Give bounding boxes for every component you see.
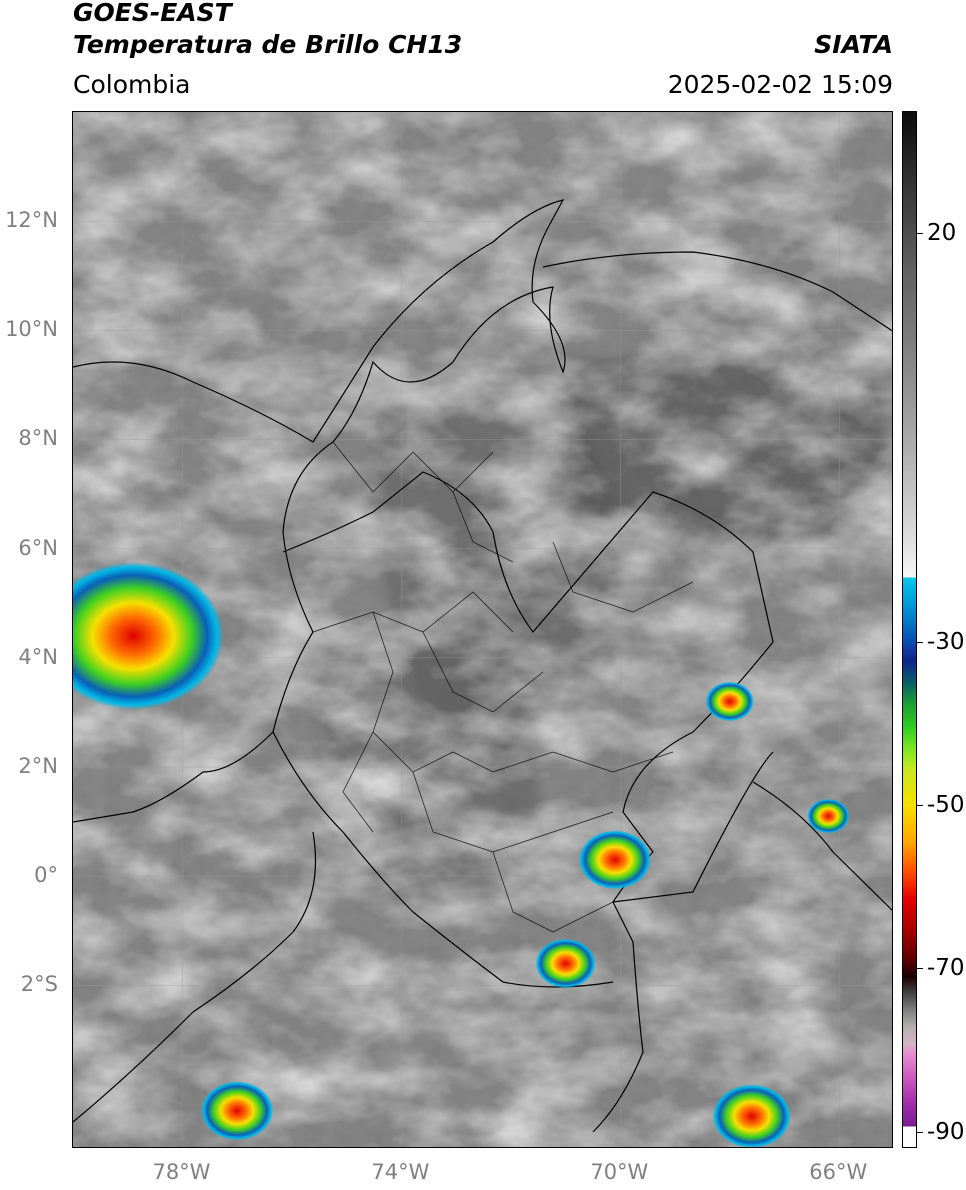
title-line-1: GOES-EAST bbox=[73, 0, 232, 27]
lat-tick-label: 6°N bbox=[18, 535, 58, 560]
lat-tick-label: 2°N bbox=[18, 753, 58, 778]
lat-tick-label: 2°S bbox=[20, 972, 58, 997]
colorbar-tick-label: 20 bbox=[927, 220, 957, 247]
convective-cell bbox=[705, 681, 754, 722]
convective-cell bbox=[807, 798, 850, 834]
temperature-colorbar bbox=[902, 111, 917, 1148]
lat-tick-label: 8°N bbox=[18, 426, 58, 451]
lon-tick-label: 74°W bbox=[371, 1160, 430, 1184]
brand-label: SIATA bbox=[814, 30, 893, 59]
colorbar-tick-label: -30 bbox=[927, 628, 965, 655]
country-borders bbox=[73, 199, 892, 1133]
convective-cell bbox=[73, 562, 224, 710]
region-label: Colombia bbox=[73, 70, 191, 99]
timestamp-label: 2025-02-02 15:09 bbox=[667, 70, 893, 99]
convective-cell bbox=[535, 938, 596, 989]
convective-cells bbox=[73, 562, 850, 1147]
lat-tick-label: 10°N bbox=[5, 317, 58, 342]
title-line-2: Temperatura de Brillo CH13 bbox=[73, 30, 463, 59]
convective-cell bbox=[201, 1081, 274, 1141]
department-borders bbox=[312, 441, 694, 933]
colorbar-tick bbox=[917, 805, 923, 807]
lat-tick-label: 4°N bbox=[18, 644, 58, 669]
colorbar-tick-label: -90 bbox=[927, 1118, 965, 1145]
lat-tick-label: 0° bbox=[34, 863, 58, 888]
lat-tick-label: 12°N bbox=[5, 208, 58, 233]
map-canvas bbox=[73, 112, 892, 1147]
lon-tick-label: 78°W bbox=[152, 1160, 211, 1184]
satellite-map bbox=[72, 111, 893, 1148]
colorbar-tick bbox=[917, 233, 923, 235]
colorbar-tick bbox=[917, 1131, 923, 1133]
lon-tick-label: 66°W bbox=[809, 1160, 868, 1184]
convective-cell bbox=[712, 1084, 791, 1147]
colorbar-tick-label: -70 bbox=[927, 955, 965, 982]
convective-cell bbox=[578, 830, 651, 890]
colorbar-tick bbox=[917, 968, 923, 970]
colorbar-tick-label: -50 bbox=[927, 792, 965, 819]
colorbar-tick bbox=[917, 641, 923, 643]
lon-tick-label: 70°W bbox=[590, 1160, 649, 1184]
